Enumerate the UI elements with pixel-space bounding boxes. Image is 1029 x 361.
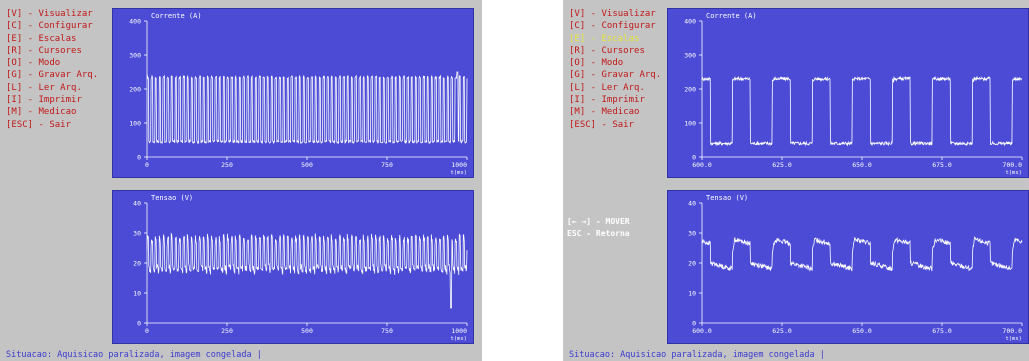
x-tick-label: 650.0 (852, 327, 872, 335)
signal-trace (701, 235, 1023, 272)
y-tick-label: 0 (692, 320, 696, 328)
menu-item-medicao[interactable]: [M] - Medicao (6, 107, 77, 118)
x-tick-label: 500 (301, 327, 313, 335)
menu-item-visualizar[interactable]: [V] - Visualizar (6, 9, 93, 19)
chart-title: Tensao (V) (151, 194, 193, 202)
menu-item-modo[interactable]: [O] - Modo (6, 58, 61, 69)
voltage-chart: Tensao (V) 40 30 20 10 0 0 250 500 750 1000 t(ms) (112, 190, 474, 344)
signal-trace (701, 75, 1023, 147)
menu-item-configurar[interactable]: [C] - Configurar (6, 21, 93, 32)
x-tick-label: 600.0 (692, 327, 712, 335)
menu-item-medicao[interactable]: [M] - Medicao (569, 107, 640, 118)
y-tick-label: 200 (129, 86, 141, 94)
chart-title: Corrente (A) (706, 12, 757, 20)
menu-item-escalas[interactable]: [E] - Escalas (569, 33, 640, 44)
y-tick-label: 40 (688, 200, 696, 208)
menu-item-gravar-arq[interactable]: [G] - Gravar Arq. (569, 70, 662, 81)
menu-item-imprimir[interactable]: [I] - Imprimir (6, 95, 82, 106)
return-hint: ESC - Retorna (567, 229, 630, 238)
menu-item-cursores[interactable]: [R] - Cursores (6, 45, 82, 56)
x-tick-label: 650.0 (852, 161, 872, 169)
menu-item-modo[interactable]: [O] - Modo (569, 58, 624, 69)
y-tick-label: 300 (684, 52, 696, 60)
x-axis-label: t(ms) (1005, 170, 1022, 176)
x-tick-label: 250 (221, 161, 233, 169)
x-tick-label: 700.0 (1002, 161, 1022, 169)
menu-item-escalas[interactable]: [E] - Escalas (6, 33, 77, 44)
x-axis-label: t(ms) (450, 336, 467, 342)
oscilloscope-screen-zoom: [V] - Visualizar [C] - Configurar [E] - Es… (563, 0, 1029, 361)
menu-item-sair[interactable]: [ESC] - Sair (6, 119, 72, 130)
y-tick-label: 30 (133, 230, 141, 238)
x-tick-label: 500 (301, 161, 313, 169)
command-menu: [V] - Visualizar [C] - Configurar [E] - Es… (6, 8, 98, 131)
y-tick-label: 10 (688, 290, 696, 298)
menu-item-sair[interactable]: [ESC] - Sair (569, 119, 635, 130)
current-chart: Corrente (A) 400 300 200 100 0 0 250 500 750 1000 t… (112, 8, 474, 178)
y-tick-label: 40 (133, 200, 141, 208)
oscilloscope-screen-overview: [V] - Visualizar [C] - Configurar [E] - Es… (0, 0, 482, 361)
x-tick-label: 750 (381, 161, 393, 169)
menu-item-gravar-arq[interactable]: [G] - Gravar Arq. (6, 70, 99, 81)
y-tick-label: 10 (133, 290, 141, 298)
y-tick-label: 400 (129, 18, 141, 26)
x-axis-label: t(ms) (1005, 336, 1022, 342)
x-tick-label: 675.0 (932, 327, 952, 335)
x-tick-label: 750 (381, 327, 393, 335)
menu-item-cursores[interactable]: [R] - Cursores (569, 45, 645, 56)
x-tick-label: 1000 (451, 161, 467, 169)
y-tick-label: 300 (129, 52, 141, 60)
signal-trace (146, 232, 468, 309)
x-tick-label: 0 (145, 161, 149, 169)
y-tick-label: 20 (133, 260, 141, 268)
menu-item-ler-arq[interactable]: [L] - Ler Arq. (569, 82, 645, 93)
menu-item-configurar[interactable]: [C] - Configurar (569, 21, 656, 32)
status-bar: Situacao: Aquisicao paralizada, imagem c… (569, 350, 825, 360)
command-menu: [V] - Visualizar [C] - Configurar [E] - Es… (569, 8, 661, 131)
y-tick-label: 20 (688, 260, 696, 268)
y-tick-label: 30 (688, 230, 696, 238)
y-tick-label: 100 (129, 120, 141, 128)
y-tick-label: 400 (684, 18, 696, 26)
y-tick-label: 0 (692, 154, 696, 162)
chart-title: Corrente (A) (151, 12, 202, 20)
move-cursor-hint: [← →] - MOVER (567, 217, 630, 226)
x-tick-label: 700.0 (1002, 327, 1022, 335)
voltage-chart: Tensao (V) 40 30 20 10 0 600.0 625.0 650.0 675.0 7… (667, 190, 1029, 344)
y-tick-label: 100 (684, 120, 696, 128)
x-tick-label: 675.0 (932, 161, 952, 169)
x-tick-label: 625.0 (772, 161, 792, 169)
chart-axes (701, 203, 1022, 324)
current-chart: Corrente (A) 400 300 200 100 0 600.0 625.0 650.0… (667, 8, 1029, 178)
y-tick-label: 0 (137, 320, 141, 328)
x-axis-label: t(ms) (450, 170, 467, 176)
menu-item-visualizar[interactable]: [V] - Visualizar (569, 9, 656, 19)
signal-trace (146, 71, 468, 145)
menu-item-imprimir[interactable]: [I] - Imprimir (569, 95, 645, 106)
status-bar: Situacao: Aquisicao paralizada, imagem c… (6, 350, 262, 360)
y-tick-label: 0 (137, 154, 141, 162)
x-tick-label: 625.0 (772, 327, 792, 335)
x-tick-label: 1000 (451, 327, 467, 335)
x-tick-label: 250 (221, 327, 233, 335)
x-tick-label: 0 (145, 327, 149, 335)
x-tick-label: 600.0 (692, 161, 712, 169)
menu-item-ler-arq[interactable]: [L] - Ler Arq. (6, 82, 82, 93)
chart-title: Tensao (V) (706, 194, 748, 202)
y-tick-label: 200 (684, 86, 696, 94)
